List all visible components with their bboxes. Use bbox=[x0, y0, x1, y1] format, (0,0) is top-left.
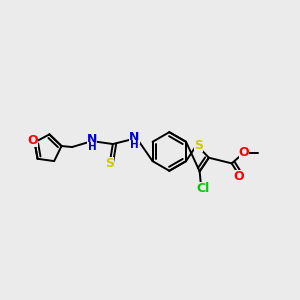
Text: H: H bbox=[88, 142, 96, 152]
Text: S: S bbox=[194, 139, 203, 152]
Text: O: O bbox=[238, 146, 249, 159]
Text: N: N bbox=[87, 133, 97, 146]
Text: Cl: Cl bbox=[196, 182, 209, 195]
Text: S: S bbox=[105, 157, 114, 170]
Text: O: O bbox=[28, 134, 38, 147]
Text: O: O bbox=[234, 170, 244, 183]
Text: N: N bbox=[129, 131, 140, 144]
Text: H: H bbox=[130, 140, 139, 150]
